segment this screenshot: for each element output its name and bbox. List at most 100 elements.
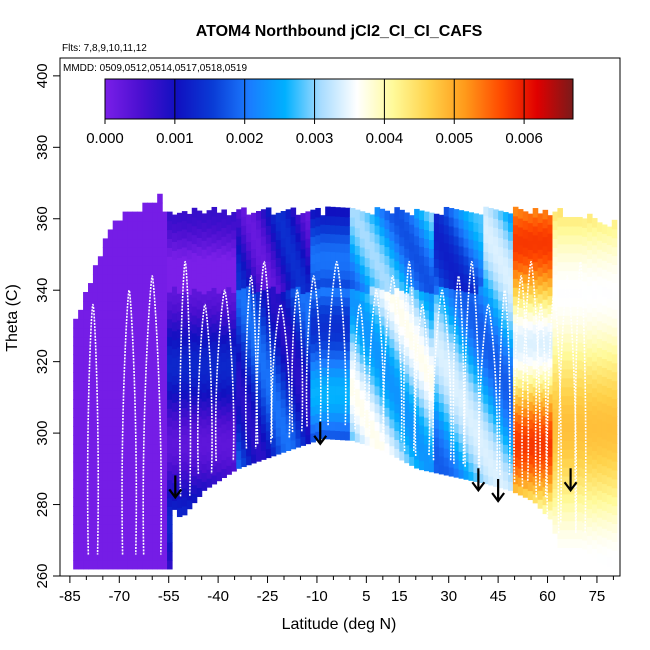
heatmap-cell bbox=[325, 295, 331, 306]
heatmap-cell bbox=[468, 292, 475, 303]
heatmap-cell bbox=[567, 520, 573, 531]
heatmap-cell bbox=[448, 342, 455, 352]
heatmap-cell bbox=[463, 389, 470, 400]
heatmap-cell bbox=[404, 319, 410, 330]
heatmap-cell bbox=[596, 249, 603, 259]
heatmap-cell bbox=[330, 314, 336, 324]
heatmap-cell bbox=[78, 515, 84, 525]
heatmap-cell bbox=[428, 373, 435, 383]
heatmap-cell bbox=[107, 479, 114, 490]
heatmap-cell bbox=[577, 350, 583, 361]
heatmap-cell bbox=[537, 374, 544, 384]
heatmap-cell bbox=[419, 362, 425, 372]
heatmap-cell bbox=[379, 280, 386, 290]
heatmap-cell bbox=[88, 559, 94, 570]
heatmap-cell bbox=[256, 291, 262, 301]
heatmap-cell bbox=[443, 376, 450, 387]
heatmap-cell bbox=[414, 253, 420, 264]
heatmap-cell bbox=[325, 233, 331, 243]
heatmap-cell bbox=[606, 253, 613, 263]
heatmap-cell bbox=[468, 337, 475, 347]
heatmap-cell bbox=[260, 396, 267, 407]
heatmap-cell bbox=[453, 316, 460, 326]
heatmap-cell bbox=[181, 470, 188, 480]
heatmap-cell bbox=[399, 236, 405, 247]
heatmap-cell bbox=[503, 471, 509, 481]
heatmap-cell bbox=[310, 281, 316, 291]
heatmap-cell bbox=[438, 357, 445, 368]
heatmap-cell bbox=[517, 298, 524, 308]
heatmap-cell bbox=[107, 291, 114, 302]
heatmap-cell bbox=[354, 406, 361, 416]
heatmap-cell bbox=[196, 326, 203, 337]
heatmap-cell bbox=[295, 321, 302, 332]
heatmap-cell bbox=[206, 415, 213, 426]
heatmap-cell bbox=[424, 274, 430, 284]
heatmap-cell bbox=[241, 394, 247, 405]
heatmap-cell bbox=[147, 256, 153, 266]
heatmap-cell bbox=[117, 515, 124, 525]
heatmap-cell bbox=[172, 330, 178, 341]
heatmap-cell bbox=[206, 469, 213, 479]
heatmap-cell bbox=[122, 220, 129, 231]
heatmap-cell bbox=[453, 468, 460, 478]
heatmap-cell bbox=[592, 298, 598, 308]
profile-trace bbox=[326, 260, 347, 426]
heatmap-cell bbox=[364, 418, 371, 428]
arrow-head bbox=[313, 435, 328, 446]
heatmap-cell bbox=[448, 359, 455, 370]
heatmap-cell bbox=[503, 319, 509, 329]
heatmap-cell bbox=[122, 408, 129, 418]
heatmap-cell bbox=[438, 455, 445, 466]
heatmap-cell bbox=[78, 417, 84, 427]
heatmap-cell bbox=[601, 528, 608, 538]
heatmap-cell bbox=[443, 465, 450, 476]
heatmap-cell bbox=[542, 308, 549, 318]
heatmap-cell bbox=[280, 300, 287, 310]
heatmap-cell bbox=[221, 379, 227, 389]
heatmap-cell bbox=[498, 237, 504, 248]
heatmap-cell bbox=[201, 383, 208, 393]
heatmap-cell bbox=[577, 333, 583, 343]
heatmap-cell bbox=[374, 332, 381, 342]
heatmap-cell bbox=[364, 239, 371, 250]
heatmap-cell bbox=[290, 341, 297, 352]
heatmap-cell bbox=[315, 252, 321, 263]
heatmap-cell bbox=[611, 380, 618, 391]
heatmap-cell bbox=[433, 258, 440, 268]
heatmap-cell bbox=[241, 252, 247, 262]
heatmap-cell bbox=[428, 293, 435, 303]
heatmap-cell bbox=[97, 390, 104, 400]
heatmap-cell bbox=[246, 223, 252, 234]
heatmap-cell bbox=[231, 292, 237, 302]
heatmap-cell bbox=[117, 336, 124, 347]
heatmap-cell bbox=[157, 515, 163, 525]
heatmap-cell bbox=[221, 334, 227, 345]
heatmap-cell bbox=[83, 488, 89, 499]
heatmap-cell bbox=[172, 393, 178, 403]
heatmap-cell bbox=[186, 213, 193, 224]
heatmap-cell bbox=[132, 533, 139, 543]
heatmap-cell bbox=[394, 287, 400, 298]
heatmap-cell bbox=[280, 237, 287, 248]
heatmap-cell bbox=[241, 439, 247, 450]
heatmap-cell bbox=[107, 434, 114, 445]
heatmap-cell bbox=[473, 427, 479, 438]
heatmap-cell bbox=[335, 421, 341, 432]
heatmap-cell bbox=[512, 474, 519, 485]
heatmap-cell bbox=[364, 311, 371, 321]
heatmap-cell bbox=[191, 484, 198, 495]
heatmap-cell bbox=[137, 345, 143, 356]
heatmap-cell bbox=[107, 488, 114, 499]
heatmap-cell bbox=[567, 342, 573, 352]
heatmap-cell bbox=[478, 232, 484, 242]
heatmap-cell bbox=[152, 211, 158, 222]
heatmap-cell bbox=[157, 524, 163, 534]
heatmap-cell bbox=[300, 213, 307, 223]
heatmap-cell bbox=[191, 216, 198, 227]
heatmap-cell bbox=[167, 506, 173, 516]
heatmap-cell bbox=[201, 249, 208, 259]
heatmap-cell bbox=[275, 409, 282, 419]
heatmap-cell bbox=[428, 409, 435, 419]
heatmap-cell bbox=[542, 424, 549, 434]
